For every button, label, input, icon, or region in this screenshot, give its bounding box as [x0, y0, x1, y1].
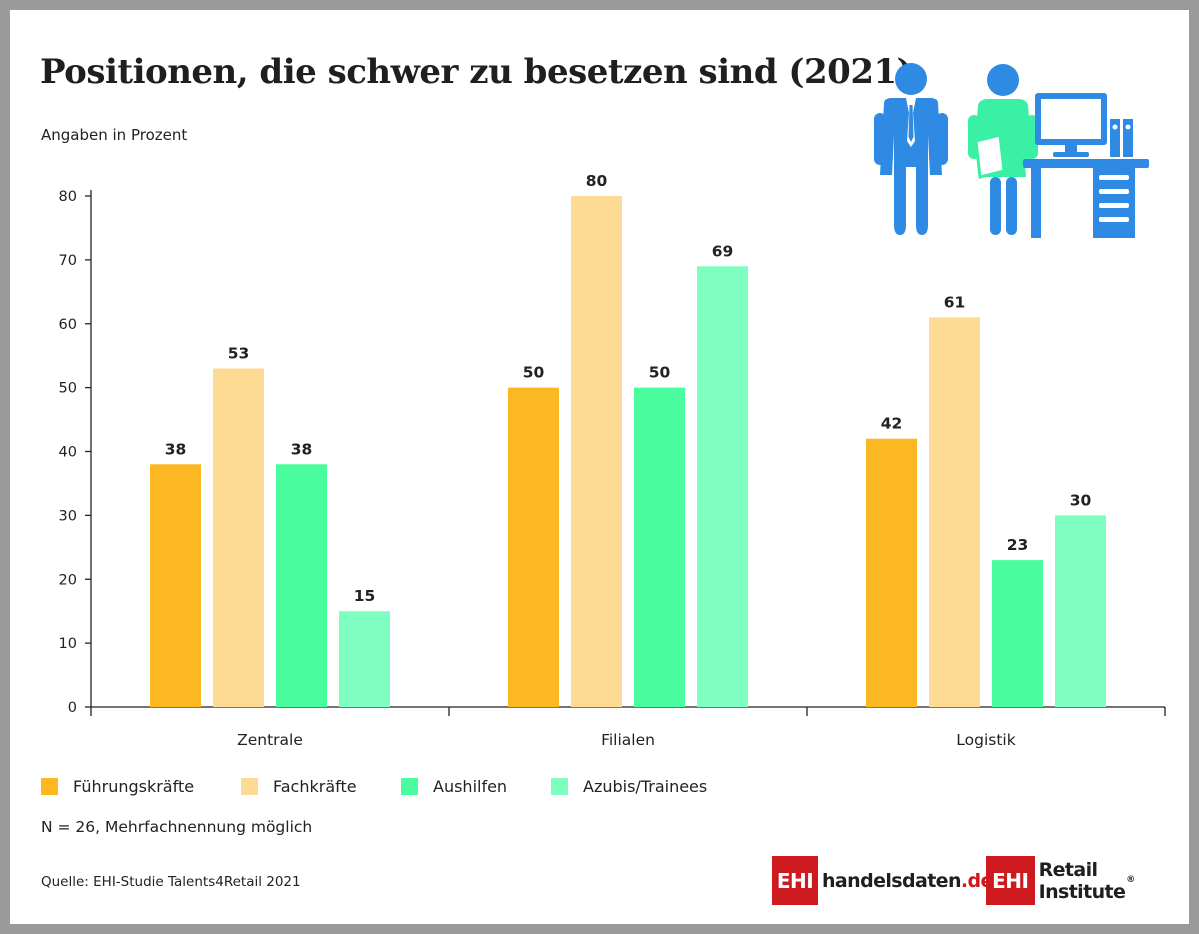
- legend-item-aushilfen: Aushilfen: [401, 777, 551, 796]
- chart-subtitle: Angaben in Prozent: [41, 126, 188, 144]
- ehi-logo-box: EHI: [986, 856, 1035, 905]
- bar: [866, 438, 917, 707]
- woman-figure-icon: [968, 64, 1038, 235]
- ehi-retail-logo[interactable]: EHI Retail Institute®: [986, 856, 1189, 905]
- handelsdaten-main: handelsdaten: [822, 869, 962, 892]
- x-category-label: Logistik: [956, 731, 1015, 749]
- bar: [508, 387, 559, 707]
- office-desk-icon: [1023, 93, 1149, 238]
- data-label: 50: [649, 364, 671, 382]
- legend-swatch: [241, 778, 258, 795]
- x-category-label: Zentrale: [237, 731, 303, 749]
- chart-title: Positionen, die schwer zu besetzen sind …: [40, 52, 913, 92]
- legend-label: Führungskräfte: [73, 777, 195, 796]
- bar: [571, 196, 622, 707]
- legend-label: Aushilfen: [433, 777, 508, 796]
- sample-note: N = 26, Mehrfachnennung möglich: [41, 818, 313, 836]
- data-label: 38: [291, 440, 313, 458]
- bar: [150, 464, 201, 707]
- legend-item-azubis: Azubis/Trainees: [551, 777, 707, 796]
- bar-chart: 0 10 20 30 40 50 60 70 80 Zentrale 38 53 38 15 Filiale…: [59, 172, 1166, 749]
- legend-swatch: [401, 778, 418, 795]
- bar: [213, 368, 264, 707]
- bar: [1055, 515, 1106, 707]
- y-tick-label: 40: [59, 445, 77, 461]
- data-label: 15: [354, 587, 376, 605]
- legend-label: Fachkräfte: [273, 777, 357, 796]
- y-tick-label: 60: [59, 317, 77, 333]
- legend-item-fuehrungskraefte: Führungskräfte: [41, 777, 241, 796]
- data-label: 50: [523, 364, 545, 382]
- data-label: 61: [944, 293, 966, 311]
- retail-institute-wordmark: Retail Institute®: [1039, 859, 1189, 903]
- y-tick-label: 30: [59, 508, 77, 524]
- handelsdaten-tld: .de: [960, 869, 994, 892]
- ehi-logo-box: EHI: [772, 856, 818, 905]
- data-label: 80: [586, 172, 608, 190]
- legend: Führungskräfte Fachkräfte Aushilfen Azub…: [41, 777, 707, 796]
- data-label: 38: [165, 440, 187, 458]
- data-label: 69: [712, 242, 734, 260]
- y-tick-label: 0: [68, 700, 77, 716]
- infographic-panel: Positionen, die schwer zu besetzen sind …: [10, 10, 1189, 924]
- registered-mark: ®: [1126, 874, 1135, 885]
- data-label: 23: [1007, 536, 1029, 554]
- legend-swatch: [41, 778, 58, 795]
- data-label: 42: [881, 415, 903, 433]
- y-tick-label: 20: [59, 572, 77, 588]
- source-note: Quelle: EHI-Studie Talents4Retail 2021: [41, 874, 301, 890]
- office-illustration: [874, 63, 1149, 238]
- y-tick-label: 80: [59, 189, 77, 205]
- bar: [697, 266, 748, 707]
- bar: [276, 464, 327, 707]
- y-tick-label: 50: [59, 381, 77, 397]
- data-label: 30: [1070, 491, 1092, 509]
- retail-institute-text: Retail Institute: [1038, 858, 1126, 903]
- x-category-label: Filialen: [601, 731, 655, 749]
- y-tick-label: 70: [59, 253, 77, 269]
- bar: [339, 611, 390, 707]
- man-figure-icon: [874, 63, 948, 235]
- bar: [929, 317, 980, 707]
- bar: [634, 387, 685, 707]
- handelsdaten-logo[interactable]: EHI handelsdaten.de: [772, 856, 993, 905]
- data-label: 53: [228, 344, 250, 362]
- y-tick-label: 10: [59, 636, 77, 652]
- handelsdaten-wordmark: handelsdaten.de: [822, 870, 993, 892]
- legend-item-fachkraefte: Fachkräfte: [241, 777, 401, 796]
- legend-label: Azubis/Trainees: [583, 777, 708, 796]
- legend-swatch: [551, 778, 568, 795]
- bar: [992, 560, 1043, 707]
